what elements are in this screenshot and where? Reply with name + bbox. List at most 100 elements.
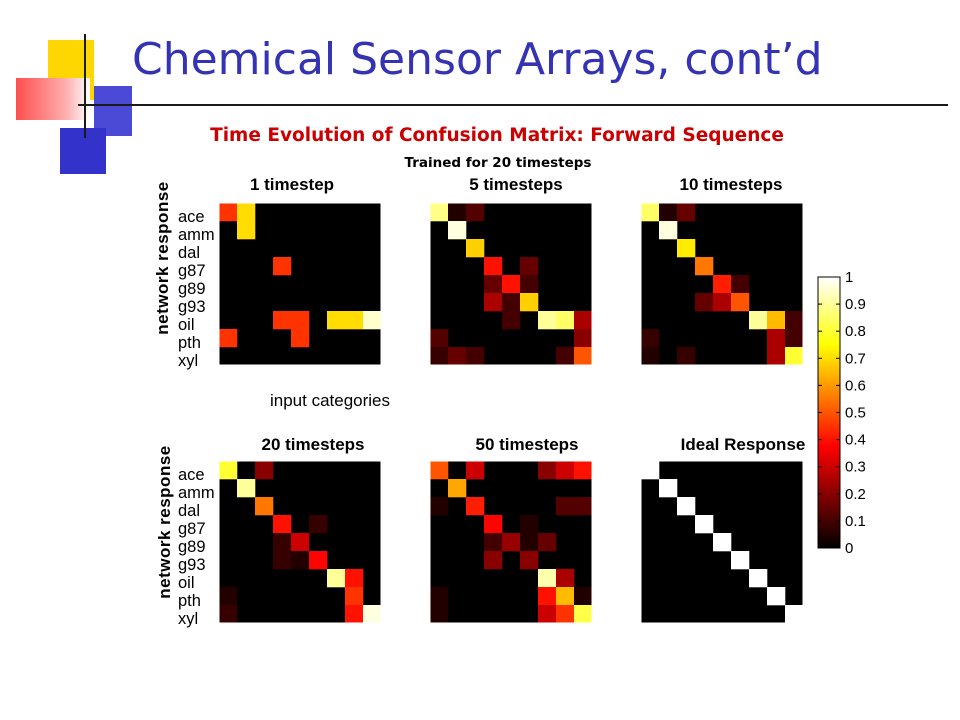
heatmap-panel: 1 timestep	[218, 175, 382, 366]
heatmap-panel: Ideal Response	[640, 435, 805, 624]
colorbar-tick-label: 0.1	[845, 513, 866, 530]
panel-title: 10 timesteps	[680, 175, 783, 194]
panel-title: 50 timesteps	[476, 435, 579, 454]
row-label: pth	[178, 592, 201, 610]
heatmap-cell	[255, 497, 274, 516]
heatmap-cell	[273, 551, 292, 570]
row-label: pth	[178, 334, 201, 352]
ylabel-top: network response	[153, 181, 172, 335]
panel-title: 1 timestep	[250, 175, 334, 194]
heatmap-cell	[466, 203, 485, 222]
colorbar-tick-label: 0.2	[845, 486, 866, 503]
heatmap-cell	[219, 587, 238, 606]
heatmap-cell	[219, 203, 238, 222]
row-label: dal	[178, 244, 200, 262]
heatmap-cell	[484, 551, 503, 570]
heatmap-cell	[430, 461, 449, 480]
heatmap-cell	[556, 605, 575, 624]
heatmap-cell	[430, 329, 449, 348]
row-label: oil	[178, 316, 195, 334]
slide-title: Chemical Sensor Arrays, cont’d	[132, 34, 823, 85]
heatmap-cell	[749, 569, 768, 588]
heatmap-cell	[273, 515, 292, 534]
row-label: ace	[178, 208, 205, 226]
row-label: amm	[178, 484, 215, 502]
row-label: g87	[178, 520, 206, 538]
ylabel-bottom: network response	[155, 445, 174, 599]
heatmap-cell	[574, 347, 593, 366]
panel-border	[640, 460, 804, 624]
row-label: xyl	[178, 610, 198, 628]
heatmap-cell	[219, 461, 238, 480]
heatmap-panel: 10 timesteps	[640, 175, 804, 366]
row-label: amm	[178, 226, 215, 244]
colorbar-tick-label: 1	[845, 269, 853, 286]
heatmap-cell	[345, 311, 364, 330]
row-label: g89	[178, 538, 206, 556]
heatmap-cell	[430, 497, 449, 516]
heatmap-cell	[520, 533, 539, 552]
heatmap-cell	[273, 311, 292, 330]
heatmap-cell	[448, 203, 467, 222]
heatmap-cell	[484, 293, 503, 312]
panel-title: 20 timesteps	[262, 435, 365, 454]
heatmap-cell	[538, 605, 557, 624]
heatmap-panel: 50 timesteps	[429, 435, 593, 624]
heatmap-cell	[538, 311, 557, 330]
heatmap-cell	[677, 239, 696, 258]
heatmap-cell	[448, 347, 467, 366]
heatmap-cell	[767, 311, 786, 330]
colorbar-tick-label: 0.4	[845, 432, 866, 449]
row-label: g89	[178, 280, 206, 298]
heatmap-cell	[538, 587, 557, 606]
heatmap-cell	[237, 221, 256, 240]
heatmap-cell	[430, 605, 449, 624]
heatmap-panel: 20 timesteps	[218, 435, 382, 624]
heatmap-cell	[237, 203, 256, 222]
heatmap-cell	[574, 311, 593, 330]
heatmap-cell	[520, 275, 539, 294]
colorbar-tick-label: 0.8	[845, 323, 866, 340]
heatmap-cell	[556, 461, 575, 480]
heatmap-cell	[641, 461, 660, 480]
heatmap-cell	[502, 275, 521, 294]
colorbar-tick-label: 0	[845, 540, 853, 557]
heatmap-cell	[677, 497, 696, 516]
heatmap-cell	[785, 329, 804, 348]
row-label: g93	[178, 298, 206, 316]
heatmap-cell	[345, 569, 364, 588]
heatmap-cell	[574, 497, 593, 516]
figure-title: Time Evolution of Confusion Matrix: Forw…	[210, 125, 784, 146]
colorbar-tick-label: 0.6	[845, 377, 866, 394]
heatmap-cell	[556, 587, 575, 606]
heatmap-cell	[695, 515, 714, 534]
colorbar-tick-label: 0.5	[845, 405, 866, 422]
heatmap-cell	[466, 497, 485, 516]
heatmap-cell	[291, 533, 310, 552]
heatmap-cell	[466, 461, 485, 480]
heatmap-cell	[695, 293, 714, 312]
heatmap-cell	[556, 569, 575, 588]
heatmap-cell	[538, 461, 557, 480]
heatmap-cell	[767, 587, 786, 606]
heatmap-cell	[731, 293, 750, 312]
heatmap-cell	[677, 203, 696, 222]
heatmap-cell	[520, 515, 539, 534]
panel-border	[218, 202, 382, 366]
heatmap-cell	[237, 479, 256, 498]
panel-border	[429, 202, 593, 366]
heatmap-cell	[291, 329, 310, 348]
heatmap-cell	[785, 605, 804, 624]
heatmap-cell	[484, 515, 503, 534]
heatmap-cell	[641, 203, 660, 222]
heatmap-cell	[538, 569, 557, 588]
heatmap-cell	[466, 347, 485, 366]
heatmap-cell	[556, 347, 575, 366]
heatmap-cell	[448, 221, 467, 240]
heatmap-cell	[363, 311, 382, 330]
heatmap-cell	[327, 569, 346, 588]
row-label: dal	[178, 502, 200, 520]
colorbar-tick-label: 0.9	[845, 296, 866, 313]
heatmap-cell	[767, 347, 786, 366]
